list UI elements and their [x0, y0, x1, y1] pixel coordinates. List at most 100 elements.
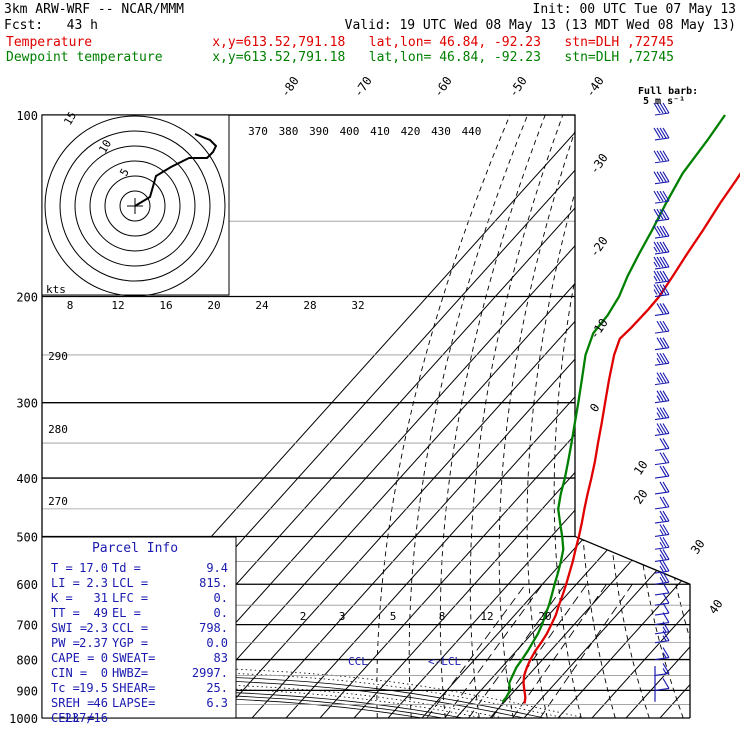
mixing-ratio-label: 5	[390, 610, 397, 623]
isotherm-line	[240, 115, 690, 718]
theta-label: 440	[462, 125, 482, 138]
wind-barb	[654, 372, 670, 386]
valid-time: Valid: 19 UTC Wed 08 May 13 (13 MDT Wed …	[344, 18, 736, 33]
parcel-field: PW =	[51, 636, 80, 650]
parcel-field: SREH =	[51, 696, 94, 710]
forecast-hour: Fcst: 43 h	[4, 18, 98, 33]
wind-barb	[654, 390, 670, 404]
ccl-label: CCL	[348, 655, 368, 668]
wind-barb	[654, 407, 670, 421]
parcel-field: SWEAT=	[112, 651, 155, 665]
temperature-tick-label: -20	[587, 234, 611, 260]
parcel-field: 6.3	[206, 696, 228, 710]
mixing-ratio-label: 3	[339, 610, 346, 623]
wind-barb	[653, 190, 670, 204]
hodograph-ring	[119, 190, 151, 222]
dry-adiabat-line	[629, 115, 684, 718]
temperature-tick-label: -80	[278, 74, 302, 100]
wind-barbs	[653, 102, 670, 702]
parcel-field: 2.3	[86, 576, 108, 590]
parcel-field: 49	[94, 606, 108, 620]
mixing-ratio-label: 20	[538, 610, 551, 623]
lcl-label: <-LCL	[428, 655, 461, 668]
parcel-field: 17.0	[79, 561, 108, 575]
parcel-field: TT =	[51, 606, 80, 620]
temperature-legend: Temperature	[6, 35, 93, 50]
parcel-field: LI =	[51, 576, 80, 590]
theta-label: 390	[309, 125, 329, 138]
parcel-field: 798.	[199, 621, 228, 635]
temperature-profile	[522, 172, 740, 704]
pressure-label: 300	[16, 397, 38, 411]
parcel-field: 25.	[206, 681, 228, 695]
parcel-field: LFC =	[112, 591, 148, 605]
parcel-field: 815.	[199, 576, 228, 590]
isotherm-line	[648, 115, 690, 718]
temperature-tick-label: -40	[583, 74, 607, 100]
wind-barb	[654, 438, 670, 451]
isotherm-line	[580, 115, 690, 718]
hodograph-ring	[44, 115, 226, 297]
wind-barb	[654, 524, 670, 538]
temperature-tick-label: 10	[631, 458, 651, 478]
wind-barb	[654, 337, 670, 351]
moist-adiabat-line	[42, 678, 484, 718]
hodograph-ring	[104, 175, 166, 237]
parcel-field: CELL =	[51, 711, 94, 725]
dry-adiabat-line	[439, 115, 546, 718]
parcel-panel-box	[41, 536, 237, 719]
hodograph-speed-tick: 8	[67, 299, 74, 312]
wind-barb	[654, 496, 670, 510]
mixing-ratio-label: 2	[300, 610, 307, 623]
hodograph-speed-tick: 24	[255, 299, 269, 312]
wind-legend-line1: Full barb:	[638, 86, 698, 97]
temperature-tick-label: 0	[587, 401, 603, 415]
parcel-title: Parcel Info	[92, 541, 178, 556]
parcel-field: LCL =	[112, 576, 148, 590]
temperature-location: x,y=613.52,791.18 lat,lon= 46.84, -92.23…	[212, 35, 674, 50]
wind-barb	[654, 630, 670, 644]
isotherm-line	[172, 115, 690, 718]
wind-barb	[654, 621, 670, 635]
pressure-label: 400	[16, 472, 38, 486]
wind-legend-line2: 5 m s⁻¹	[643, 96, 685, 107]
pressure-label: 800	[16, 654, 38, 668]
parcel-field: 19.5	[79, 681, 108, 695]
pressure-label: 600	[16, 578, 38, 592]
wind-barb	[653, 284, 670, 298]
dry-adiabat-line	[553, 115, 616, 718]
hodograph-ring	[59, 130, 211, 282]
parcel-field: 0.	[214, 606, 228, 620]
wind-barb	[654, 663, 670, 676]
parcel-field: CCL =	[112, 621, 148, 635]
isotherm-line	[478, 115, 690, 718]
parcel-info-panel: Parcel Info T = 17.0 Td = 9.4 LI = 2.3 LCL = 815…	[41, 536, 237, 725]
temperature-tick-label: -60	[431, 74, 455, 100]
wind-barb	[653, 270, 670, 284]
mixing-ratio-label: 12	[480, 610, 493, 623]
wind-barb	[653, 171, 670, 185]
temperature-tick-label: 30	[688, 537, 708, 557]
parcel-field: Tc =	[51, 681, 80, 695]
wind-barb	[654, 571, 670, 585]
mixing-ratio-label: 8	[439, 610, 446, 623]
wind-barb	[654, 602, 670, 616]
pressure-label: 900	[16, 684, 38, 698]
temperature-tick-label: -50	[506, 74, 530, 100]
pressure-label: 1000	[9, 712, 38, 726]
wind-barb	[653, 225, 670, 239]
hodograph-ring	[74, 145, 196, 267]
theta-label: 410	[370, 125, 390, 138]
theta-label: 280	[48, 423, 68, 436]
dry-adiabat-line	[605, 115, 652, 718]
wind-barb	[654, 320, 670, 334]
mixing-ratio-line	[426, 583, 526, 718]
pressure-label: 500	[16, 530, 38, 544]
wind-barb	[653, 102, 670, 116]
temperature-tick-label: 40	[706, 597, 726, 617]
pressure-label: 700	[16, 619, 38, 633]
wind-barb	[653, 208, 670, 222]
hodograph-speed-tick: 16	[159, 299, 172, 312]
hodograph-ring-label: 10	[96, 138, 114, 156]
